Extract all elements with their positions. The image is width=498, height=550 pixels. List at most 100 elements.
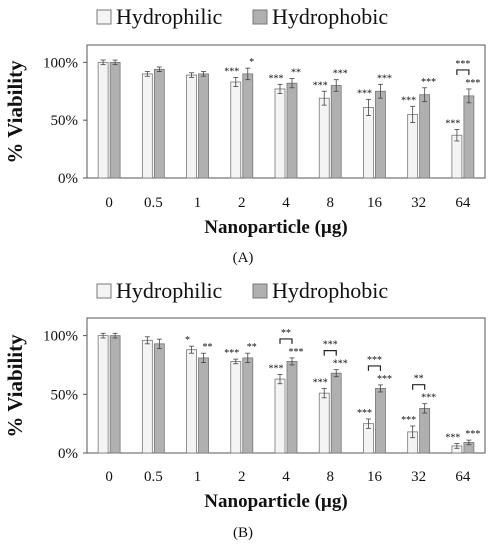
significance-label: *** — [333, 69, 348, 80]
bar-hydrophilic — [274, 378, 286, 454]
panel-b: Hydrophilic Hydrophobic 0% 50% 100% % Viabili… — [3, 278, 486, 541]
significance-label: *** — [445, 433, 460, 444]
bar-hydrophilic — [141, 73, 153, 179]
x-tick-label: 64 — [455, 195, 471, 211]
panel-a: Hydrophilic Hydrophobic 0% 50% 100% % Viabili… — [3, 4, 486, 266]
bar-hydrophobic — [419, 94, 431, 179]
comparison-bracket — [323, 350, 337, 356]
significance-label: *** — [357, 88, 372, 99]
significance-label: *** — [377, 374, 392, 385]
x-tick-label: 0 — [105, 469, 113, 485]
significance-label: ** — [247, 342, 257, 353]
bar-hydrophobic — [286, 361, 298, 454]
x-tick-label: 64 — [455, 469, 471, 485]
legend-label-hydrophobic: Hydrophobic — [272, 4, 388, 29]
y-axis-label: % Viability — [3, 60, 27, 164]
significance-label: *** — [224, 348, 239, 359]
bar-hydrophobic — [375, 90, 386, 179]
legend-label-hydrophilic: Hydrophilic — [116, 4, 223, 29]
bar-hydrophobic — [330, 372, 342, 454]
x-tick-label: 8 — [326, 469, 334, 485]
significance-label: *** — [421, 77, 436, 88]
comparison-bracket — [367, 365, 382, 371]
significance-label: *** — [313, 377, 328, 388]
bar-hydrophobic — [286, 82, 298, 179]
comparison-bracket — [279, 338, 293, 344]
legend-swatch-hydrophilic — [96, 9, 112, 25]
bar-hydrophobic — [109, 335, 121, 454]
significance-label: *** — [445, 118, 460, 129]
x-tick-label: 2 — [238, 195, 246, 211]
bar-hydrophilic — [97, 335, 109, 454]
x-axis-label: Nanoparticle (µg) — [204, 491, 347, 512]
bracket-significance-label: ** — [281, 328, 291, 339]
significance-label: *** — [421, 393, 436, 404]
x-tick-label: 32 — [411, 469, 426, 485]
bar-hydrophilic — [318, 392, 330, 454]
y-tick-label: 50% — [51, 113, 79, 129]
significance-label: * — [249, 57, 254, 68]
bar-hydrophobic — [198, 73, 209, 179]
significance-label: *** — [269, 73, 284, 84]
x-tick-label: 32 — [411, 195, 426, 211]
y-tick-label: 100% — [43, 329, 78, 345]
x-tick-label: 4 — [282, 469, 290, 485]
x-tick-label: 4 — [282, 195, 290, 211]
comparison-bracket — [456, 69, 470, 75]
bar-hydrophilic — [318, 97, 330, 179]
significance-label: *** — [377, 73, 392, 84]
bar-hydrophilic — [363, 107, 374, 179]
panel-label: (A) — [233, 250, 254, 266]
bar-hydrophobic — [330, 85, 342, 179]
significance-label: * — [185, 335, 190, 346]
significance-label: *** — [465, 78, 480, 89]
legend-label-hydrophilic: Hydrophilic — [116, 278, 223, 303]
x-axis-label: Nanoparticle (µg) — [204, 217, 347, 238]
x-tick-label: 1 — [194, 469, 202, 485]
legend: Hydrophilic Hydrophobic — [96, 278, 388, 303]
significance-label: *** — [313, 80, 328, 91]
significance-label: *** — [401, 95, 416, 106]
panel-label: (B) — [233, 525, 253, 541]
x-tick-label: 16 — [367, 195, 383, 211]
bracket-significance-label: *** — [455, 59, 470, 70]
bar-hydrophobic — [463, 95, 475, 179]
y-tick-label: 0% — [58, 446, 78, 462]
x-tick-label: 0.5 — [144, 469, 163, 485]
bar-hydrophobic — [419, 407, 431, 454]
bracket-significance-label: *** — [323, 340, 338, 351]
bar-hydrophilic — [407, 113, 419, 179]
legend-swatch-hydrophobic — [252, 9, 268, 25]
bar-hydrophobic — [153, 343, 165, 454]
y-axis-label: % Viability — [3, 334, 27, 438]
plot-frame — [86, 44, 486, 179]
legend-swatch-hydrophilic — [96, 283, 112, 299]
significance-label: *** — [333, 359, 348, 370]
bar-hydrophilic — [230, 361, 242, 454]
x-tick-label: 0.5 — [144, 195, 163, 211]
significance-label: *** — [465, 429, 480, 440]
bar-hydrophilic — [186, 349, 197, 454]
significance-label: *** — [289, 347, 304, 358]
x-tick-label: 1 — [194, 195, 202, 211]
x-tick-label: 16 — [367, 469, 383, 485]
y-tick-label: 50% — [51, 387, 79, 403]
significance-label: *** — [224, 66, 239, 77]
bar-hydrophilic — [141, 339, 153, 454]
y-tick-label: 0% — [58, 171, 78, 187]
bar-hydrophobic — [153, 68, 165, 179]
bar-hydrophilic — [274, 88, 286, 179]
bar-hydrophilic — [230, 81, 242, 179]
bar-hydrophobic — [109, 61, 121, 179]
bar-hydrophilic — [97, 61, 109, 179]
comparison-bracket — [412, 384, 426, 390]
bracket-significance-label: *** — [367, 355, 382, 366]
x-tick-label: 8 — [326, 195, 334, 211]
bar-hydrophobic — [242, 73, 254, 179]
x-tick-label: 2 — [238, 469, 246, 485]
significance-label: ** — [203, 342, 213, 353]
bar-hydrophobic — [198, 357, 209, 454]
bar-hydrophobic — [375, 388, 386, 454]
bar-hydrophilic — [451, 134, 463, 179]
